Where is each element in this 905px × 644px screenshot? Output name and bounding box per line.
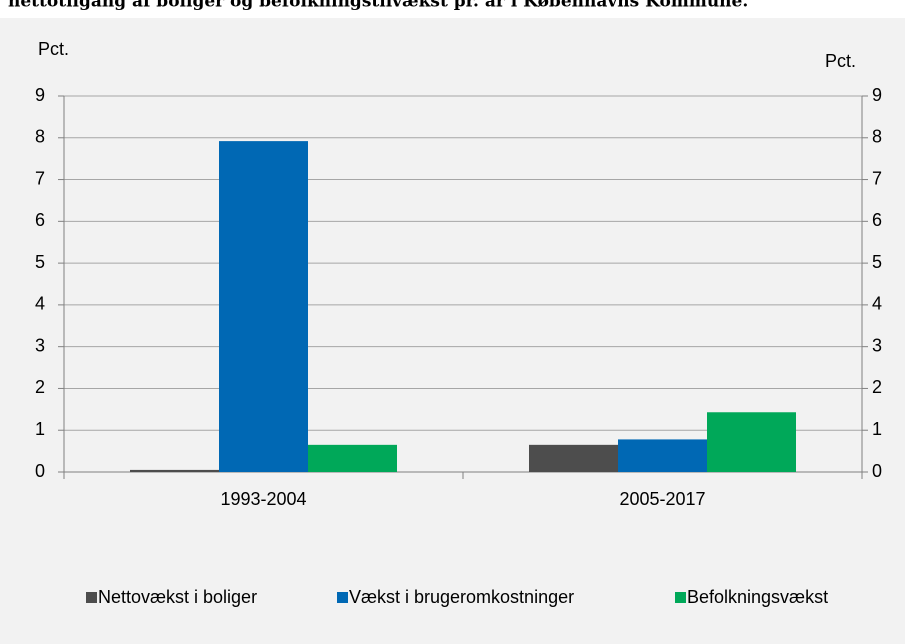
y-tick-label: 8 bbox=[35, 127, 45, 147]
y2-tick-label: 8 bbox=[872, 127, 882, 147]
y2-tick-label: 2 bbox=[872, 377, 882, 397]
y-tick-label: 7 bbox=[35, 168, 45, 188]
legend-swatch bbox=[86, 592, 97, 603]
y-tick-label: 1 bbox=[35, 419, 45, 439]
y2-tick-label: 0 bbox=[872, 461, 882, 481]
y2-tick-label: 3 bbox=[872, 335, 882, 355]
y-tick-label: 9 bbox=[35, 85, 45, 105]
y-tick-label: 4 bbox=[35, 294, 45, 314]
y-tick-label: 3 bbox=[35, 335, 45, 355]
chart-title: nettotilgang af boliger og befolkningsti… bbox=[8, 0, 748, 12]
bar bbox=[130, 469, 219, 472]
y-tick-label: 5 bbox=[35, 252, 45, 272]
legend-swatch bbox=[337, 592, 348, 603]
y2-axis-label: Pct. bbox=[825, 51, 856, 71]
x-tick-label: 1993-2004 bbox=[220, 489, 306, 509]
bar bbox=[219, 141, 308, 472]
y2-tick-label: 9 bbox=[872, 85, 882, 105]
legend-swatch bbox=[675, 592, 686, 603]
legend-label: Vækst i brugeromkostninger bbox=[349, 587, 574, 607]
y-tick-label: 2 bbox=[35, 377, 45, 397]
legend-label: Befolkningsvækst bbox=[687, 587, 828, 607]
y2-tick-label: 1 bbox=[872, 419, 882, 439]
y2-tick-label: 6 bbox=[872, 210, 882, 230]
bar bbox=[529, 444, 618, 472]
chart-background bbox=[0, 18, 905, 644]
bar bbox=[308, 444, 397, 472]
legend-label: Nettovækst i boliger bbox=[98, 587, 257, 607]
y-tick-label: 0 bbox=[35, 461, 45, 481]
x-tick-label: 2005-2017 bbox=[619, 489, 705, 509]
y-axis-label: Pct. bbox=[38, 39, 69, 59]
y-tick-label: 6 bbox=[35, 210, 45, 230]
y2-tick-label: 4 bbox=[872, 294, 882, 314]
y2-tick-label: 7 bbox=[872, 168, 882, 188]
y2-tick-label: 5 bbox=[872, 252, 882, 272]
bar bbox=[618, 439, 707, 472]
bar bbox=[707, 412, 796, 472]
